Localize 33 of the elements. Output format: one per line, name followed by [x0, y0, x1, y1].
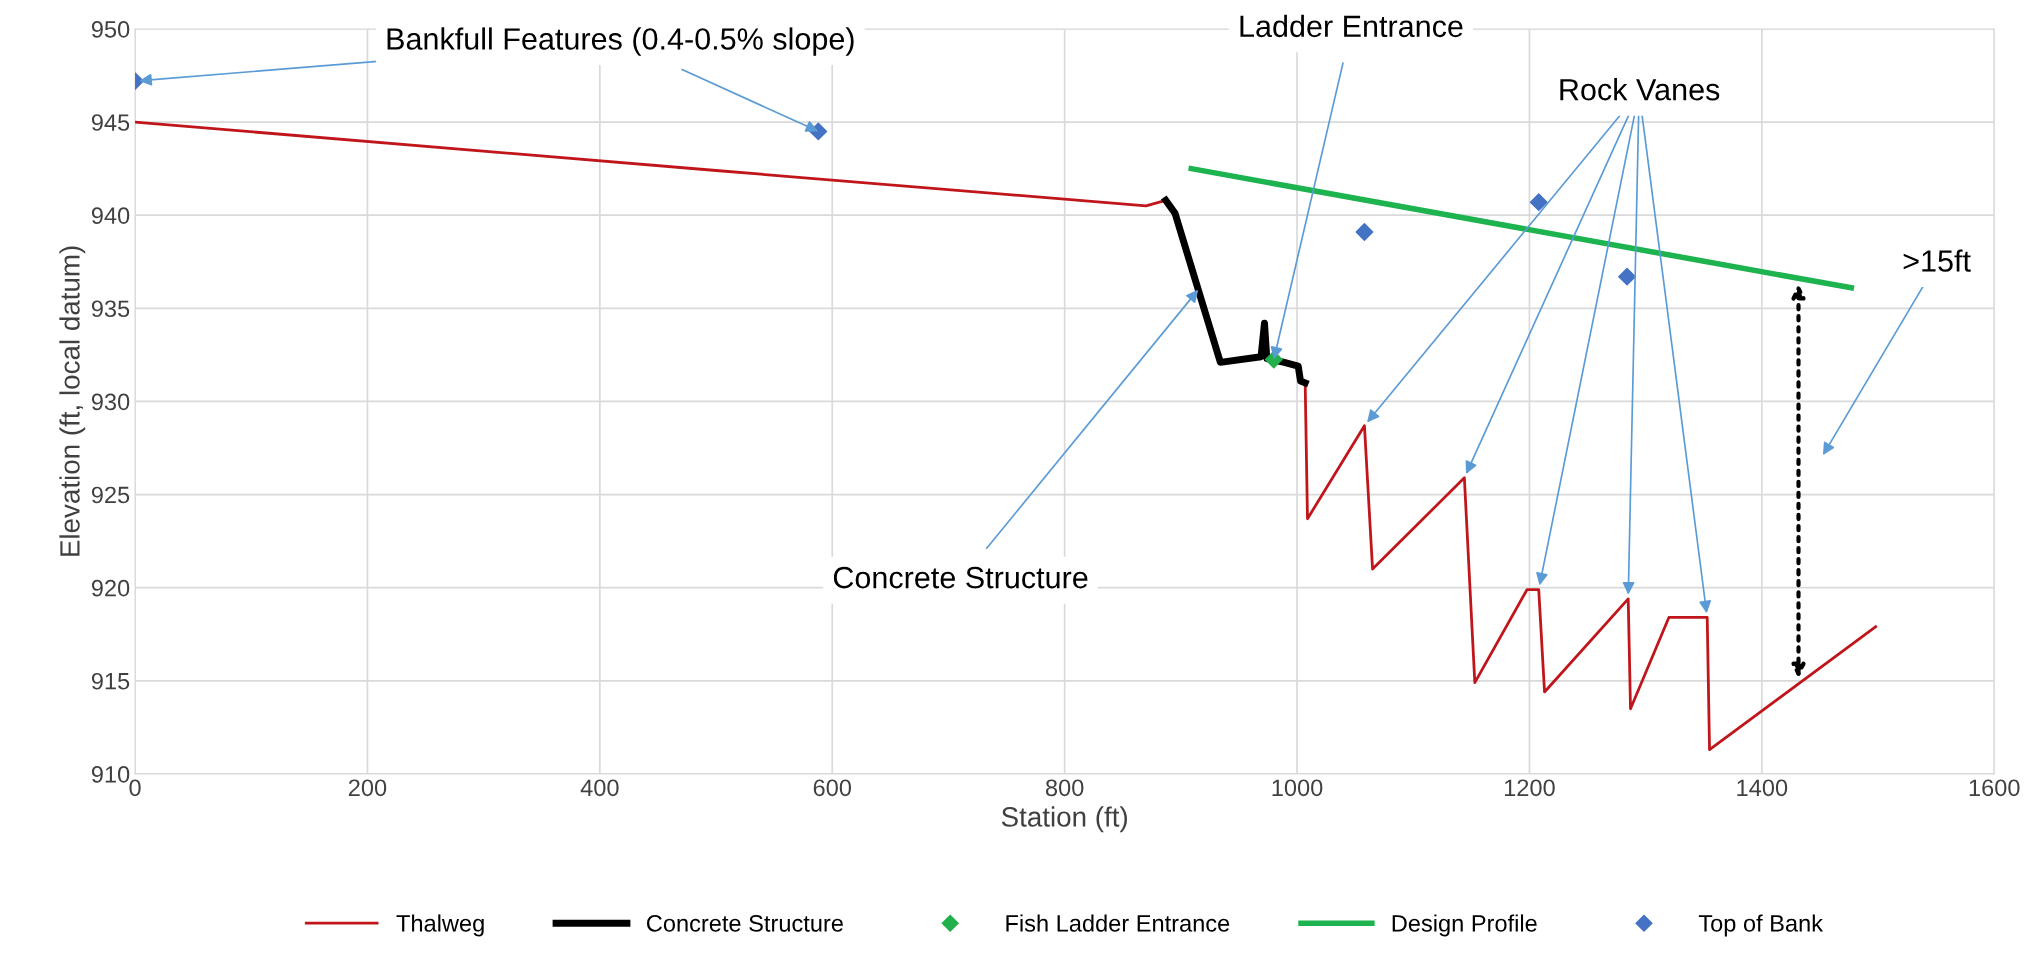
x-tick-label: 1600 — [1969, 779, 2020, 797]
legend-label: Concrete Structure — [647, 915, 843, 932]
legend-label: Fish Ladder Entrance — [1006, 914, 1230, 932]
x-tick-label: 200 — [348, 779, 387, 797]
annotation: >15ft — [1903, 249, 1971, 272]
legend-label: Design Profile — [1392, 914, 1537, 937]
y-tick-label: 915 — [91, 672, 130, 690]
y-tick-label: 950 — [91, 21, 130, 38]
x-tick-label: 1000 — [1272, 779, 1323, 797]
y-tick-label: 920 — [91, 579, 130, 597]
point — [1355, 223, 1374, 241]
y-tick-label: 940 — [91, 207, 130, 224]
x-tick-label: 1400 — [1737, 779, 1788, 797]
x-tick-label: 400 — [580, 779, 619, 797]
y-tick-label: 925 — [91, 486, 130, 504]
y-tick-label: 935 — [91, 300, 130, 318]
x-tick-label: 600 — [813, 779, 852, 797]
x-axis-title: Station (ft) — [1001, 806, 1127, 833]
x-tick-label: 800 — [1045, 779, 1084, 797]
y-tick-label: 910 — [91, 766, 130, 783]
x-tick-label: 0 — [129, 779, 141, 797]
annotation: Concrete Structure — [833, 566, 1088, 589]
annotation: Ladder Entrance — [1240, 14, 1463, 38]
y-axis-title: Elevation (ft, local datum) — [59, 246, 86, 556]
point — [1618, 267, 1636, 286]
legend-label: Thalweg — [396, 914, 484, 937]
y-tick-label: 945 — [91, 114, 130, 131]
y-tick-label: 930 — [91, 393, 130, 411]
annotation: Bankfull Features (0.4-0.5% slope) — [387, 27, 854, 56]
legend-label: Top of Bank — [1698, 914, 1824, 937]
x-tick-label: 1200 — [1504, 779, 1555, 797]
annotation: Rock Vanes — [1560, 78, 1720, 101]
point — [1529, 193, 1548, 212]
